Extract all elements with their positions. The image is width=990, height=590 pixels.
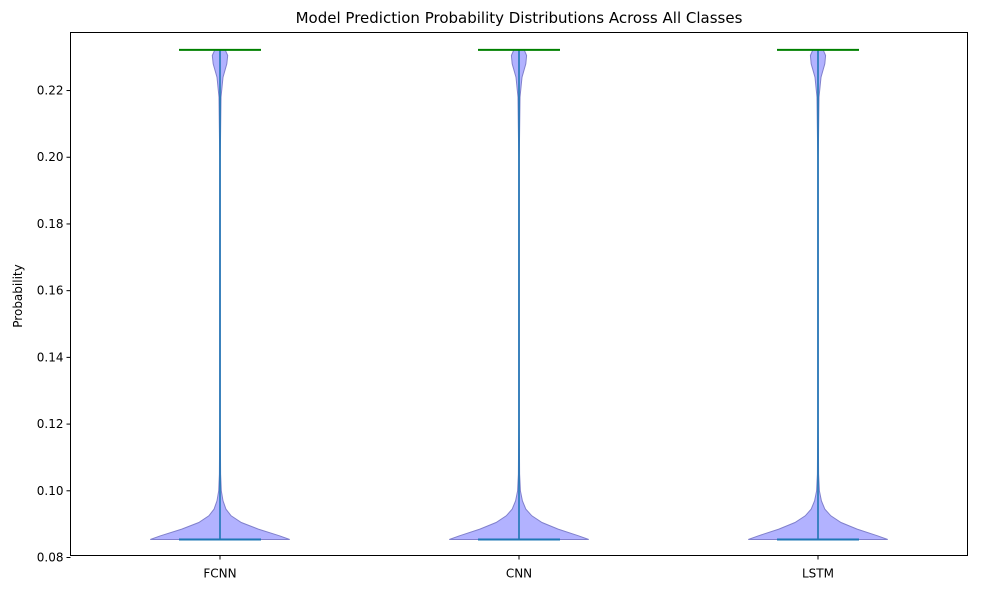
y-tick-label: 0.20 [37, 150, 64, 164]
x-tick-label: CNN [506, 567, 532, 581]
y-tick-label: 0.08 [37, 551, 64, 565]
y-tick-label: 0.22 [37, 84, 64, 98]
chart-title: Model Prediction Probability Distributio… [296, 9, 743, 27]
y-tick-label: 0.16 [37, 284, 64, 298]
y-tick-label: 0.18 [37, 217, 64, 231]
y-tick-label: 0.12 [37, 417, 64, 431]
x-tick-label: LSTM [802, 567, 834, 581]
x-tick-label: FCNN [203, 567, 236, 581]
y-tick-label: 0.10 [37, 484, 64, 498]
plot-area [150, 48, 888, 541]
y-axis-label: Probability [11, 264, 25, 327]
y-tick-label: 0.14 [37, 350, 64, 364]
